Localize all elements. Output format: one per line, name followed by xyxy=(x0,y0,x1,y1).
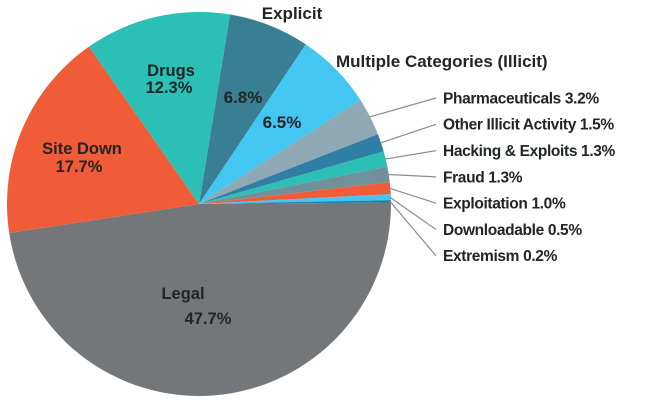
float-label-explicit: Explicit xyxy=(262,4,323,23)
pie-slices xyxy=(7,11,391,396)
leader-line-pharmaceuticals xyxy=(368,97,437,118)
pie-label-legal-percent: 47.7% xyxy=(185,310,232,328)
leader-line-other-illicit-activity xyxy=(379,123,437,144)
pie-slice-extremism xyxy=(199,200,391,204)
pie-label-site-down-name: Site Down xyxy=(42,140,122,158)
pie-label-legal-name: Legal xyxy=(161,285,204,303)
pie-slice-site-down xyxy=(7,46,199,234)
pie-slice-downloadable xyxy=(199,194,391,204)
leader-line-fraud xyxy=(387,173,437,178)
pie-slice-hacking-exploits xyxy=(199,151,388,204)
pie-slice-multiple-categories-illicit xyxy=(199,44,361,204)
leader-lines xyxy=(368,97,437,257)
leader-line-hacking-exploits xyxy=(384,150,437,160)
pie-label-drugs-percent: 12.3% xyxy=(146,79,193,97)
pie-label-drugs-name: Drugs xyxy=(147,62,195,80)
callout-label-fraud: Fraud 1.3% xyxy=(443,169,523,186)
pie-slice-pharmaceuticals xyxy=(199,99,378,204)
callout-label-exploitation: Exploitation 1.0% xyxy=(443,196,566,213)
float-label-multiple-categories-illicit: Multiple Categories (Illicit) xyxy=(336,52,548,71)
pie-label-multiple-categories-illicit-percent: 6.5% xyxy=(263,113,302,132)
leader-line-downloadable xyxy=(389,196,437,230)
pie-label-site-down-percent: 17.7% xyxy=(56,158,103,176)
callout-label-extremism: Extremism 0.2% xyxy=(443,248,558,265)
pie-slice-legal xyxy=(9,202,391,396)
callout-label-hacking-exploits: Hacking & Exploits 1.3% xyxy=(443,143,616,160)
leader-line-extremism xyxy=(389,201,437,257)
pie-label-explicit-percent: 6.8% xyxy=(224,88,263,107)
callout-label-other-illicit-activity: Other Illicit Activity 1.5% xyxy=(443,117,614,134)
pie-slice-other-illicit-activity xyxy=(199,134,384,204)
pie-slice-explicit xyxy=(199,14,306,204)
pie-slice-fraud xyxy=(199,166,390,204)
pie-slice-drugs xyxy=(88,11,231,205)
pie-slice-exploitation xyxy=(199,182,391,204)
callout-label-downloadable: Downloadable 0.5% xyxy=(443,222,582,239)
leader-line-exploitation xyxy=(389,187,437,204)
callout-label-pharmaceuticals: Pharmaceuticals 3.2% xyxy=(443,90,599,107)
